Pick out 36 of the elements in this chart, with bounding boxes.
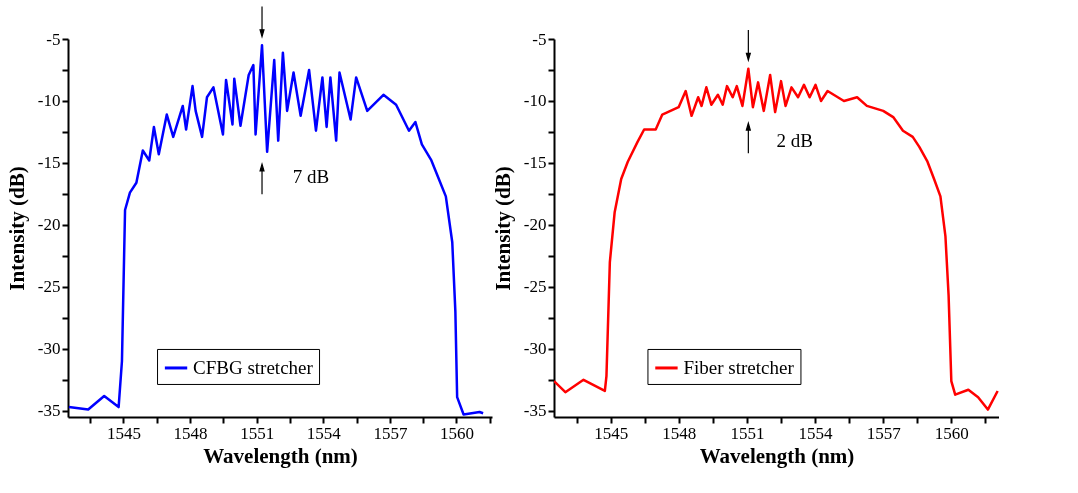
x-tick-label: 1545 — [594, 423, 629, 443]
y-axis-title: Intensity (dB) — [490, 166, 515, 291]
legend-label: CFBG stretcher — [193, 356, 314, 378]
x-tick-label: 1560 — [439, 423, 474, 443]
y-tick-label: -10 — [37, 91, 61, 111]
annotation: 2 dB — [776, 130, 813, 152]
x-tick-label: 1551 — [240, 423, 275, 443]
x-tick-label: 1554 — [798, 423, 834, 443]
x-axis-title: Wavelength (nm) — [203, 443, 358, 468]
x-tick-label: 1557 — [866, 423, 902, 443]
y-tick-label: -20 — [523, 215, 547, 235]
legend-label: Fiber stretcher — [683, 356, 795, 378]
x-tick-label: 1548 — [173, 423, 208, 443]
y-tick-label: -30 — [37, 339, 61, 359]
x-tick-label: 1560 — [934, 423, 969, 443]
y-tick-label: -20 — [37, 215, 61, 235]
x-tick-label: 1554 — [306, 423, 342, 443]
y-tick-label: -25 — [37, 277, 61, 297]
y-tick-label: -10 — [523, 91, 547, 111]
y-tick-label: -15 — [523, 153, 547, 173]
x-tick-label: 1557 — [373, 423, 408, 443]
line-series — [554, 67, 999, 411]
y-axis-title: Intensity (dB) — [4, 166, 29, 291]
y-tick-label: -30 — [523, 339, 547, 359]
y-tick-label: -25 — [523, 277, 547, 297]
x-tick-label: 1551 — [730, 423, 765, 443]
y-tick-label: -5 — [532, 29, 547, 49]
x-axis-title: Wavelength (nm) — [699, 443, 855, 468]
y-tick-label: -35 — [37, 401, 61, 421]
y-tick-label: -15 — [37, 153, 61, 173]
x-tick-label: 1545 — [107, 423, 141, 443]
x-tick-label: 1548 — [662, 423, 697, 443]
annotation: 7 dB — [292, 165, 330, 187]
line-series — [68, 43, 485, 416]
y-tick-label: -35 — [523, 401, 547, 421]
y-tick-label: -5 — [46, 29, 61, 49]
